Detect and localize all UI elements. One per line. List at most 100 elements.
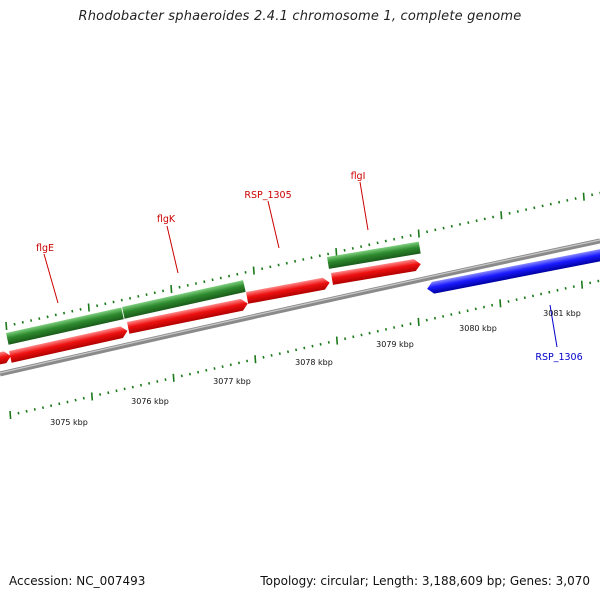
forward-tick — [310, 256, 313, 260]
forward-tick — [574, 197, 577, 200]
gene-block-flgI[interactable] — [327, 241, 421, 269]
forward-tick — [318, 254, 321, 258]
reverse-tick — [270, 354, 273, 357]
forward-tick — [467, 221, 470, 224]
forward-tick — [277, 263, 280, 267]
reverse-tick — [540, 292, 543, 296]
flgI-leader — [359, 181, 369, 231]
forward-tick — [96, 304, 99, 308]
forward-tick — [21, 320, 24, 324]
forward-tick — [434, 228, 437, 232]
reverse-tick — [482, 305, 486, 309]
forward-tick — [104, 302, 107, 306]
forward-tick — [384, 239, 387, 243]
reverse-gene-track — [0, 258, 422, 365]
gene-block-flgE[interactable] — [5, 307, 124, 345]
reverse-tick — [197, 370, 200, 374]
reverse-tick — [188, 372, 192, 376]
genome-summary: Topology: circular; Length: 3,188,609 bp… — [260, 574, 590, 588]
reverse-tick — [99, 393, 102, 396]
forward-tick — [500, 211, 503, 220]
gene-label-RSP_1305: RSP_1305 — [244, 190, 291, 201]
accession-label: Accession: NC_007493 — [9, 574, 146, 588]
forward-tick — [203, 280, 206, 284]
reverse-tick — [41, 406, 45, 409]
gene-label-flgK: flgK — [157, 214, 176, 225]
gene-arrow-RSP_1306[interactable] — [426, 246, 600, 295]
reverse-tick — [376, 329, 379, 333]
forward-tick — [211, 278, 214, 282]
gene-arrow-flgE[interactable] — [9, 325, 129, 363]
forward-tick — [343, 248, 346, 252]
forward-tick — [426, 230, 429, 234]
forward-tick — [393, 237, 396, 241]
reverse-tick — [450, 313, 453, 316]
scale-label-3078: 3078 kbp — [295, 358, 333, 367]
gene-arrow-RSP_1305[interactable] — [246, 277, 331, 304]
forward-tick — [533, 206, 536, 210]
forward-tick — [525, 208, 528, 211]
reverse-tick — [115, 389, 118, 393]
forward-tick — [252, 266, 255, 275]
gene-block-flgK[interactable] — [122, 280, 246, 319]
reverse-tick — [58, 402, 61, 406]
forward-tick — [79, 308, 82, 311]
forward-tick — [261, 267, 264, 271]
reverse-tick — [548, 290, 551, 294]
reverse-tick — [442, 315, 445, 318]
forward-tick — [450, 224, 453, 228]
reverse-tick — [393, 326, 396, 329]
reverse-tick — [458, 311, 461, 314]
reverse-tick — [180, 374, 183, 378]
reverse-tick — [172, 373, 175, 382]
forward-tick — [120, 298, 123, 302]
forward-tick — [549, 202, 552, 206]
chromosome-backbone — [0, 238, 600, 377]
forward-tick — [458, 223, 462, 226]
forward-tick — [236, 272, 239, 276]
gene-label-RSP_1306: RSP_1306 — [535, 352, 582, 363]
reverse-tick — [572, 285, 575, 288]
scale-label-3081: 3081 kbp — [543, 309, 581, 318]
reverse-tick — [433, 316, 437, 320]
forward-tick — [186, 284, 189, 287]
reverse-tick — [205, 368, 208, 372]
reverse-tick — [107, 391, 110, 395]
forward-tick — [483, 217, 486, 221]
reverse-tick — [589, 281, 592, 285]
forward-tick — [219, 276, 222, 280]
reverse-tick — [409, 322, 412, 326]
reverse-tick — [131, 385, 134, 389]
gene-label-flgE: flgE — [36, 243, 54, 254]
reverse-tick — [417, 317, 420, 326]
scale-label-3077: 3077 kbp — [213, 377, 251, 386]
chromosome-backbone-highlight — [0, 239, 600, 374]
reverse-tick — [66, 400, 69, 404]
reverse-tick — [17, 411, 20, 415]
forward-tick — [5, 321, 8, 331]
forward-tick — [558, 200, 561, 204]
forward-tick — [417, 229, 420, 238]
forward-tick — [360, 245, 363, 248]
reverse-tick — [254, 355, 257, 364]
forward-tick — [54, 313, 57, 317]
gene-arrow-partial[interactable] — [0, 350, 12, 365]
reverse-tick — [156, 380, 159, 383]
reverse-tick — [556, 288, 559, 292]
forward-tick — [30, 319, 33, 322]
reverse-tick — [580, 280, 584, 289]
reverse-tick — [499, 299, 502, 308]
reverse-tick — [164, 378, 167, 381]
reverse-tick — [491, 303, 494, 307]
reverse-tick — [278, 352, 281, 355]
forward-tick — [475, 219, 478, 223]
forward-tick — [63, 311, 66, 315]
reverse-strand-ticks — [9, 279, 600, 420]
scale-label-3079: 3079 kbp — [376, 340, 414, 349]
forward-tick — [71, 309, 74, 313]
reverse-tick — [82, 396, 85, 400]
gene-arrow-flgK[interactable] — [127, 298, 249, 334]
gene-arrow-flgI[interactable] — [331, 258, 422, 285]
forward-tick — [194, 282, 198, 285]
reverse-tick — [139, 383, 143, 387]
